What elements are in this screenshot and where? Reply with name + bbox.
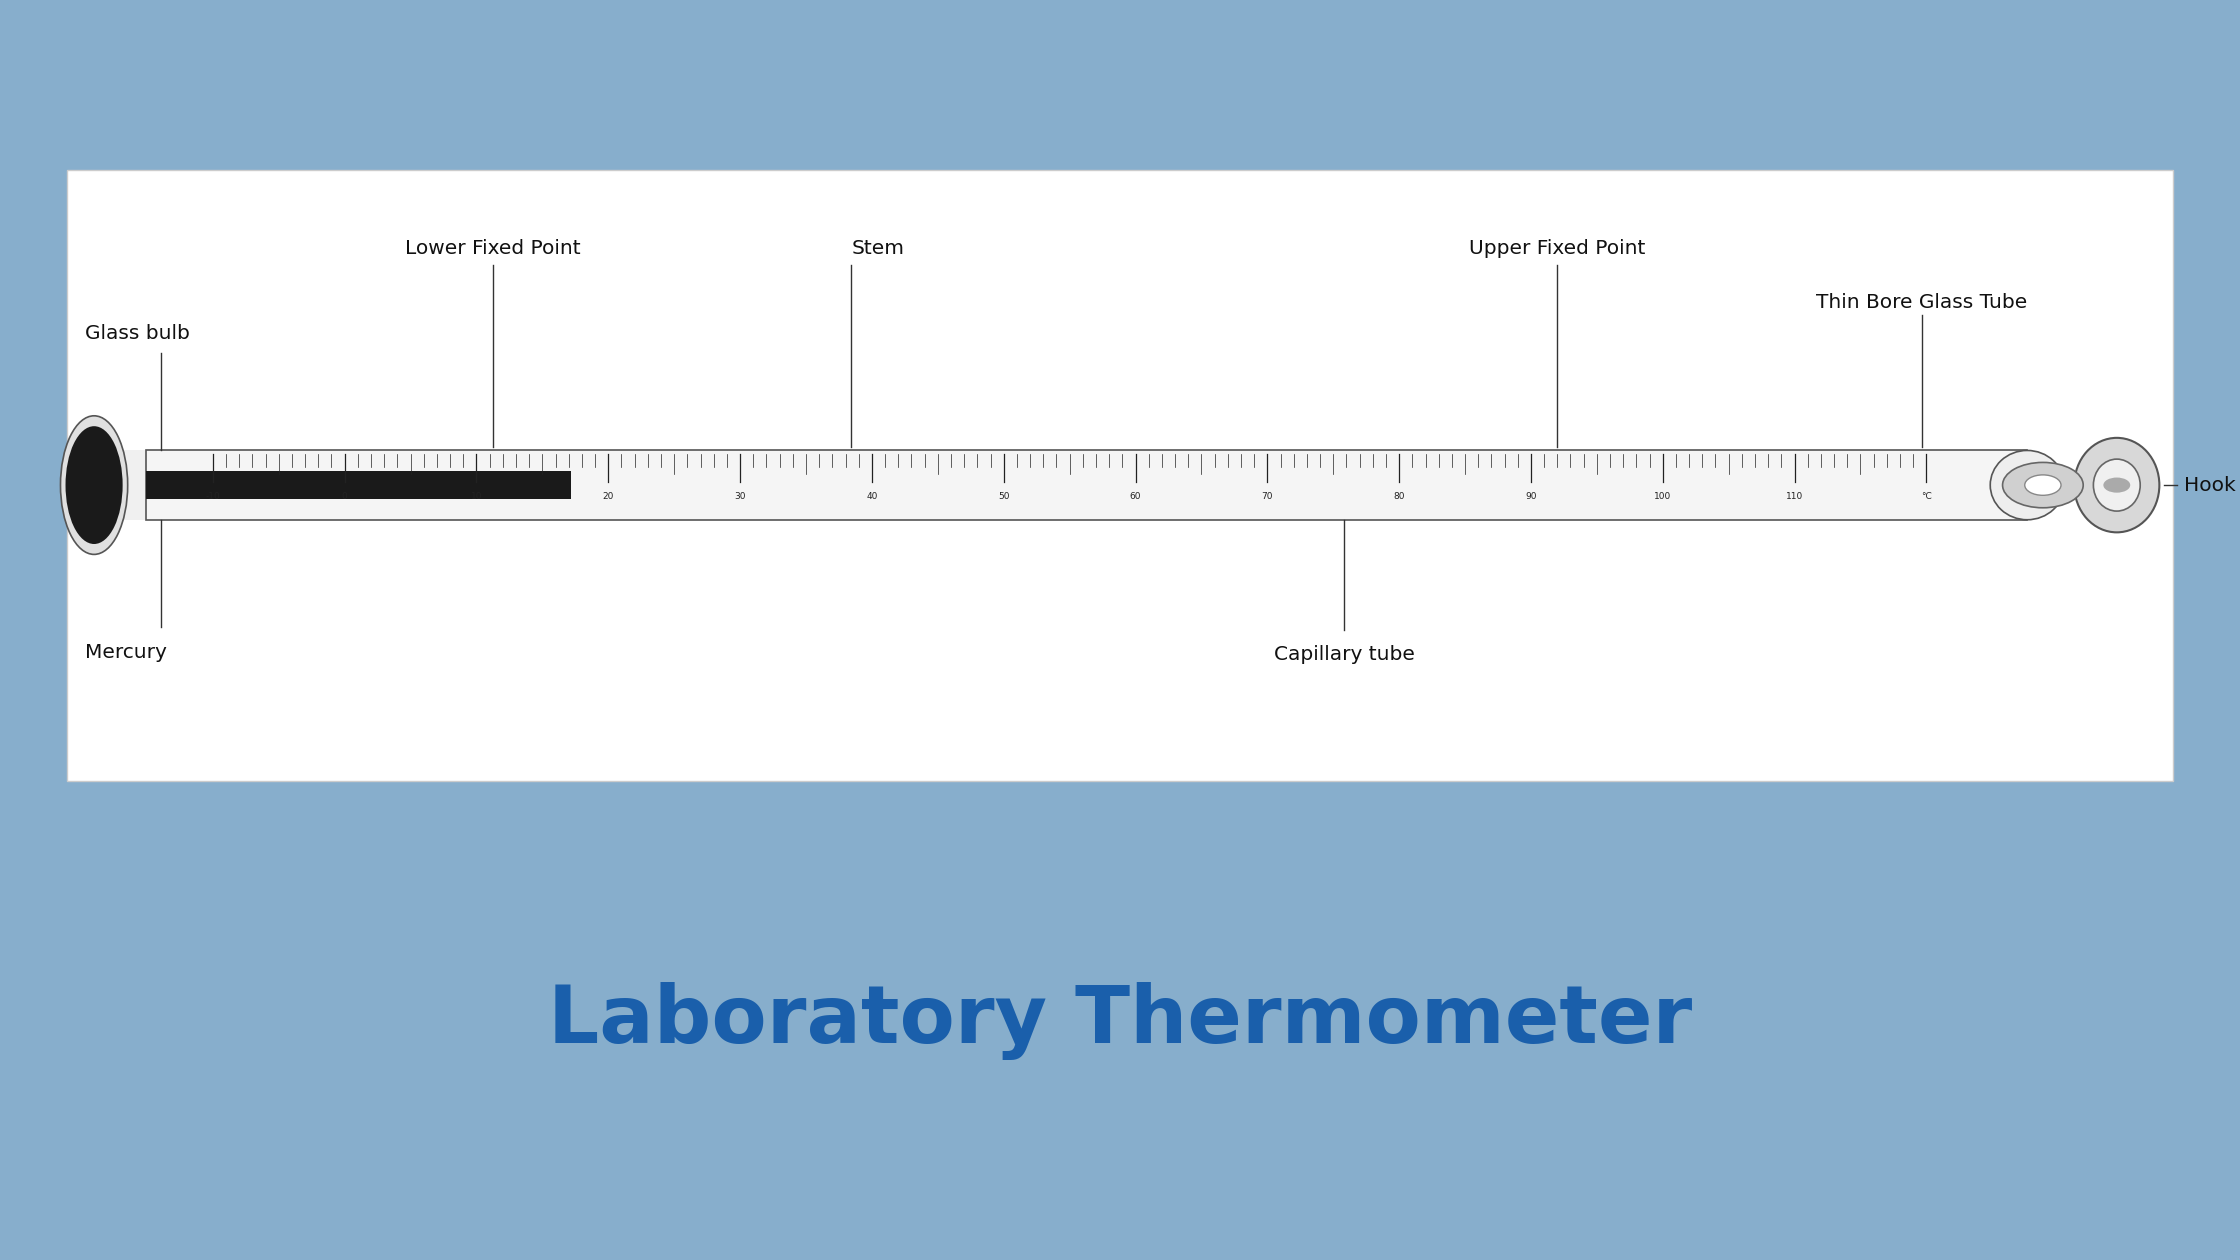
Text: Stem: Stem (851, 239, 905, 258)
Circle shape (2003, 462, 2083, 508)
Circle shape (2025, 475, 2061, 495)
Text: 60: 60 (1129, 493, 1140, 501)
Bar (67, 170, 2173, 781)
Ellipse shape (1989, 450, 2063, 519)
Text: Thin Bore Glass Tube: Thin Bore Glass Tube (1817, 294, 2027, 312)
Text: Mercury: Mercury (85, 643, 168, 662)
Text: 30: 30 (735, 493, 746, 501)
Bar (146, 471, 571, 499)
Text: 20: 20 (603, 493, 614, 501)
Ellipse shape (2094, 459, 2139, 512)
Text: 70: 70 (1261, 493, 1272, 501)
Text: Hook: Hook (2184, 475, 2236, 495)
Text: 80: 80 (1393, 493, 1404, 501)
Text: 0: 0 (343, 493, 347, 501)
Circle shape (2103, 478, 2130, 493)
Text: 10: 10 (470, 493, 482, 501)
Bar (146, 450, 2027, 519)
Text: Capillary tube: Capillary tube (1275, 645, 1413, 664)
Text: 110: 110 (1785, 493, 1803, 501)
Text: 90: 90 (1525, 493, 1537, 501)
Bar (94, 450, 157, 519)
Ellipse shape (2074, 437, 2159, 532)
Ellipse shape (60, 416, 128, 554)
Text: Upper Fixed Point: Upper Fixed Point (1469, 239, 1644, 258)
Ellipse shape (65, 426, 123, 544)
Text: °C: °C (1922, 493, 1931, 501)
Text: 50: 50 (999, 493, 1010, 501)
Text: 100: 100 (1653, 493, 1671, 501)
Text: Laboratory Thermometer: Laboratory Thermometer (549, 982, 1691, 1060)
Text: 40: 40 (867, 493, 878, 501)
Text: Glass bulb: Glass bulb (85, 324, 190, 343)
Text: Lower Fixed Point: Lower Fixed Point (405, 239, 580, 258)
Text: -10: -10 (206, 493, 220, 501)
